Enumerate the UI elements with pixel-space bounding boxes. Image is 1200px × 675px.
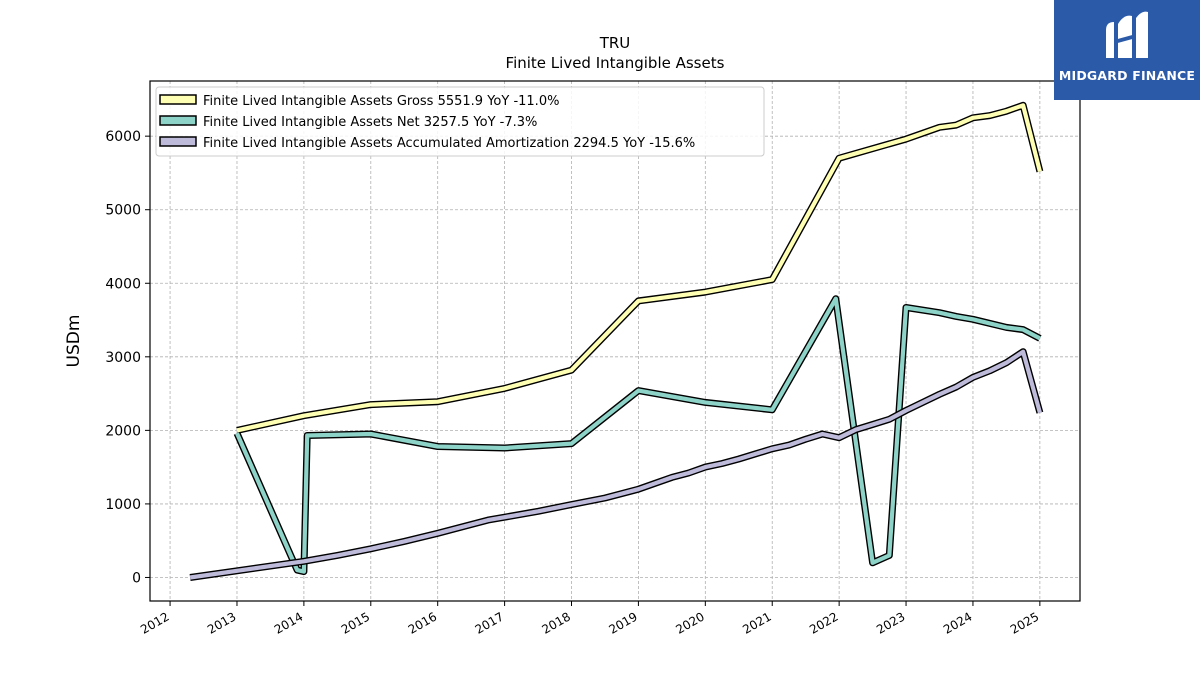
- y-tick-label: 0: [132, 570, 141, 586]
- legend-swatch: [159, 136, 197, 147]
- y-tick-label: 1000: [105, 497, 141, 513]
- y-tick-label: 3000: [105, 350, 141, 366]
- series-line-3: [189, 348, 1044, 581]
- plot-frame: [149, 80, 1081, 602]
- y-tick-label: 6000: [105, 129, 141, 145]
- x-tick-label: 2024: [941, 609, 974, 636]
- series-outline: [189, 348, 1044, 581]
- chart-subtitle: Finite Lived Intangible Assets: [506, 54, 725, 72]
- logo-text: MIDGARD FINANCE: [1058, 68, 1196, 83]
- legend-swatch: [159, 94, 197, 105]
- series-stroke: [189, 349, 1042, 580]
- x-tick-label: 2018: [540, 609, 573, 636]
- legend-frame: [155, 86, 765, 157]
- legend-label: Finite Lived Intangible Assets Gross 555…: [203, 94, 559, 109]
- series-stroke: [235, 296, 1041, 574]
- legend-label: Finite Lived Intangible Assets Net 3257.…: [203, 115, 537, 130]
- legend-label: Finite Lived Intangible Assets Accumulat…: [203, 136, 695, 151]
- y-tick-label: 5000: [105, 203, 141, 219]
- legend-swatch: [159, 115, 197, 126]
- y-axis-label: USDm: [64, 315, 84, 368]
- x-tick-label: 2014: [272, 609, 305, 636]
- x-tick-label: 2013: [205, 609, 238, 636]
- x-tick-label: 2012: [138, 609, 171, 636]
- y-tick-label: 2000: [105, 423, 141, 439]
- x-tick-label: 2016: [406, 609, 439, 636]
- x-tick-label: 2019: [606, 609, 639, 636]
- series-line-2: [233, 295, 1042, 576]
- y-tick-label: 4000: [105, 276, 141, 292]
- x-tick-label: 2021: [740, 609, 773, 636]
- chart-title: TRU: [599, 34, 631, 52]
- x-tick-label: 2025: [1008, 609, 1041, 636]
- series-line-1: [236, 101, 1044, 434]
- grid: [150, 81, 1080, 601]
- x-tick-label: 2017: [473, 609, 506, 636]
- series-stroke: [236, 103, 1042, 433]
- x-tick-label: 2015: [339, 609, 372, 636]
- midgard-mark-icon: [1106, 11, 1148, 59]
- series-lines: [189, 101, 1044, 581]
- x-tick-label: 2023: [874, 609, 907, 636]
- midgard-finance-logo: MIDGARD FINANCE: [1054, 0, 1200, 100]
- legend: Finite Lived Intangible Assets Gross 555…: [155, 86, 765, 157]
- x-tick-label: 2020: [673, 609, 706, 636]
- x-tick-label: 2022: [807, 609, 840, 636]
